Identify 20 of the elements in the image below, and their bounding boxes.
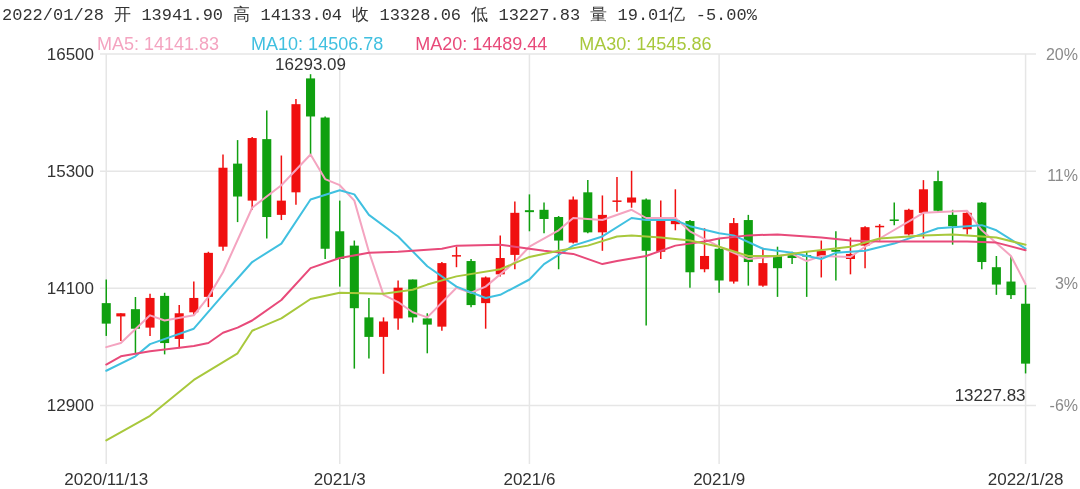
y-tick-label: 12900 [46, 395, 94, 415]
y-tick-label: 14100 [46, 278, 94, 298]
annotation: 16293.09 [275, 54, 346, 74]
text: MA20: 14489.44 [415, 34, 548, 54]
x-tick-label: 2020/11/13 [64, 469, 149, 489]
y2-tick-label: 20% [1045, 45, 1078, 63]
annotation: 13227.83 [954, 385, 1026, 405]
x-tick-label: 2021/3 [313, 469, 366, 489]
y2-tick-label: 11% [1047, 167, 1078, 185]
text: MA10: 14506.78 [251, 34, 384, 54]
y2-tick-label: 3% [1054, 275, 1078, 293]
text: MA5: 14141.83 [97, 34, 220, 54]
x-tick-label: 2021/6 [503, 469, 556, 489]
x-tick-label: 2021/9 [693, 469, 746, 489]
y-tick-label: 16500 [46, 44, 94, 64]
chart-title: 2022/01/28 开 13941.90 高 14133.04 收 13328.06 低 13227.83 量 19.01亿 -5.00% [2, 4, 758, 25]
y-tick-label: 15300 [46, 161, 94, 181]
x-tick-label: 2022/1/28 [987, 469, 1064, 489]
y2-tick-label: -6% [1049, 396, 1078, 414]
text: MA30: 14545.86 [579, 34, 712, 54]
